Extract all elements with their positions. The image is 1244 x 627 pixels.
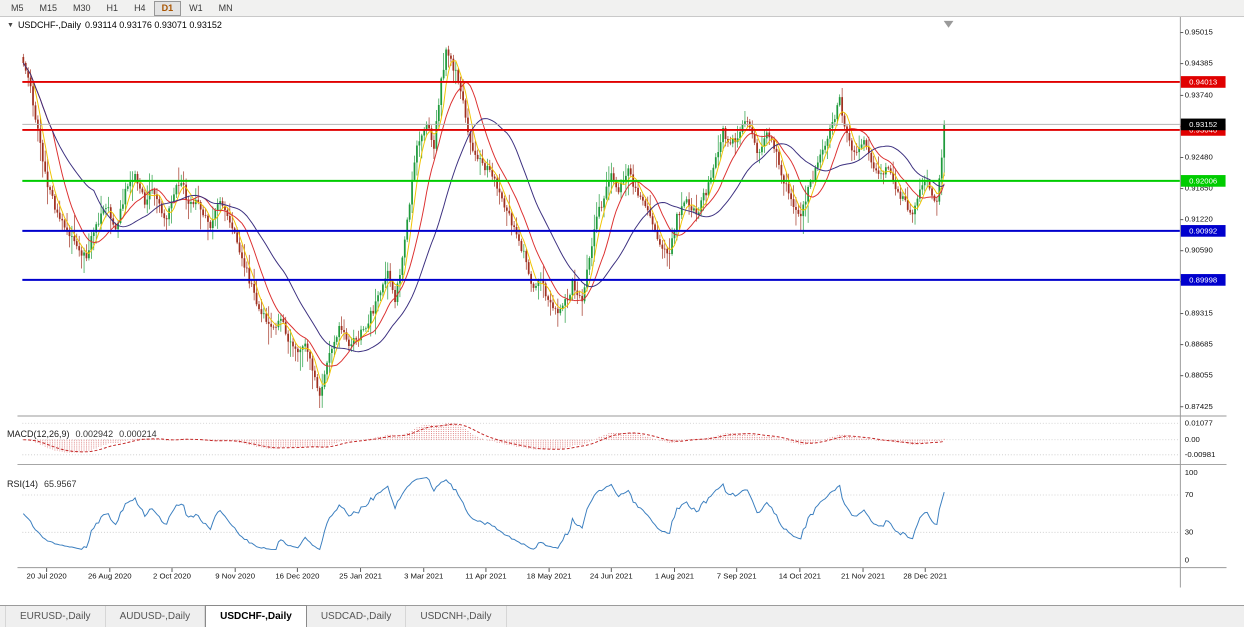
svg-text:0.01077: 0.01077 xyxy=(1185,418,1213,427)
macd-histogram xyxy=(25,423,945,453)
rsi-name: RSI(14) xyxy=(7,479,39,489)
tab-audusd-daily[interactable]: AUDUSD-,Daily xyxy=(106,606,206,627)
svg-text:0.89998: 0.89998 xyxy=(1189,275,1217,284)
tab-eurusd-daily[interactable]: EURUSD-,Daily xyxy=(5,606,106,627)
macd-name: MACD(12,26,9) xyxy=(7,429,70,439)
timeframe-h1[interactable]: H1 xyxy=(106,2,119,13)
tab-usdchf-daily[interactable]: USDCHF-,Daily xyxy=(205,605,307,627)
rsi-value: 65.9567 xyxy=(44,479,77,489)
timeframe-m30[interactable]: M30 xyxy=(73,2,91,13)
svg-text:30: 30 xyxy=(1185,527,1194,536)
svg-text:18 May 2021: 18 May 2021 xyxy=(527,572,572,581)
panel-separators xyxy=(17,17,1227,588)
macd-indicator-label: MACD(12,26,9) 0.002942 0.000214 xyxy=(7,429,157,439)
svg-text:0.90992: 0.90992 xyxy=(1189,226,1217,235)
svg-text:0.95015: 0.95015 xyxy=(1185,28,1213,37)
svg-text:0.94013: 0.94013 xyxy=(1189,77,1217,86)
svg-text:20 Jul 2020: 20 Jul 2020 xyxy=(27,572,68,581)
svg-text:24 Jun 2021: 24 Jun 2021 xyxy=(590,572,633,581)
rsi-line xyxy=(22,477,945,551)
svg-text:0.94385: 0.94385 xyxy=(1185,59,1213,68)
timeframe-toolbar: M5 M15 M30 H1 H4 D1 W1 MN xyxy=(0,0,1244,17)
timeframe-h4[interactable]: H4 xyxy=(134,2,146,13)
svg-text:1 Aug 2021: 1 Aug 2021 xyxy=(655,572,694,581)
candles xyxy=(22,45,946,408)
ma-30-line xyxy=(22,62,945,353)
svg-text:0.92480: 0.92480 xyxy=(1185,153,1214,162)
svg-text:14 Oct 2021: 14 Oct 2021 xyxy=(779,572,821,581)
svg-text:0.87425: 0.87425 xyxy=(1185,402,1213,411)
ma-13-line xyxy=(22,62,945,367)
svg-text:-0.00981: -0.00981 xyxy=(1185,450,1216,459)
svg-text:0.92006: 0.92006 xyxy=(1189,176,1217,185)
svg-text:25 Jan 2021: 25 Jan 2021 xyxy=(339,572,382,581)
chart-area: 0.950150.943850.937400.931100.924800.918… xyxy=(0,17,1244,605)
svg-text:70: 70 xyxy=(1185,490,1194,499)
macd-panel: 0.01077 0.00 -0.00981 xyxy=(22,418,1215,459)
rsi-indicator-label: RSI(14) 65.9567 xyxy=(7,479,77,489)
timeframe-m5[interactable]: M5 xyxy=(11,2,24,13)
svg-text:3 Mar 2021: 3 Mar 2021 xyxy=(404,572,443,581)
svg-text:28 Dec 2021: 28 Dec 2021 xyxy=(903,572,947,581)
timeframe-d1[interactable]: D1 xyxy=(153,0,182,16)
svg-text:0.88055: 0.88055 xyxy=(1185,371,1213,380)
svg-text:0.90590: 0.90590 xyxy=(1185,246,1214,255)
symbol-ohlc-values: 0.93114 0.93176 0.93071 0.93152 xyxy=(84,20,222,30)
macd-signal-value: 0.000214 xyxy=(119,429,157,439)
price-line-badges[interactable]: 0.940130.930400.920060.909920.899980.931… xyxy=(1180,76,1226,286)
timeframe-w1[interactable]: W1 xyxy=(189,2,203,13)
horizontal-price-lines[interactable] xyxy=(22,80,1180,281)
rsi-panel: 100 70 30 0 xyxy=(22,468,1198,564)
svg-text:0.91220: 0.91220 xyxy=(1185,215,1214,224)
svg-text:0: 0 xyxy=(1185,555,1190,564)
svg-text:0.88685: 0.88685 xyxy=(1185,340,1213,349)
svg-text:0.00: 0.00 xyxy=(1185,435,1201,444)
svg-text:21 Nov 2021: 21 Nov 2021 xyxy=(841,572,885,581)
svg-text:0.93740: 0.93740 xyxy=(1185,90,1214,99)
ma-5-line xyxy=(22,60,945,385)
svg-text:0.89315: 0.89315 xyxy=(1185,309,1213,318)
svg-text:0.93152: 0.93152 xyxy=(1189,120,1217,129)
tab-usdcad-daily[interactable]: USDCAD-,Daily xyxy=(307,606,407,627)
macd-main-value: 0.002942 xyxy=(75,429,114,439)
timeframe-mn[interactable]: MN xyxy=(218,2,233,13)
chart-tab-bar: EURUSD-,Daily AUDUSD-,Daily USDCHF-,Dail… xyxy=(0,605,1244,627)
svg-text:11 Apr 2021: 11 Apr 2021 xyxy=(465,572,506,581)
svg-text:100: 100 xyxy=(1185,468,1199,477)
timeframe-m15[interactable]: M15 xyxy=(39,2,58,13)
svg-text:7 Sep 2021: 7 Sep 2021 xyxy=(717,572,757,581)
date-axis-labels: 20 Jul 2020 26 Aug 2020 2 Oct 2020 9 Nov 20… xyxy=(27,568,947,581)
svg-text:0.91850: 0.91850 xyxy=(1185,184,1214,193)
svg-text:2 Oct 2020: 2 Oct 2020 xyxy=(153,572,192,581)
collapse-triangle-icon[interactable]: ▼ xyxy=(7,21,14,29)
macd-signal-line xyxy=(23,423,945,453)
svg-text:26 Aug 2020: 26 Aug 2020 xyxy=(88,572,132,581)
svg-text:16 Dec 2020: 16 Dec 2020 xyxy=(275,572,320,581)
symbol-name: USDCHF-,Daily xyxy=(17,20,81,30)
price-chart-canvas[interactable]: 0.950150.943850.937400.931100.924800.918… xyxy=(0,17,1244,605)
chart-symbol-title: ▼ USDCHF-,Daily 0.93114 0.93176 0.93071 … xyxy=(7,20,222,30)
current-price-badge: 0.93152 xyxy=(1180,118,1226,131)
chart-shift-marker-icon[interactable] xyxy=(943,20,954,28)
svg-text:9 Nov 2020: 9 Nov 2020 xyxy=(215,572,255,581)
tab-usdcnh-daily[interactable]: USDCNH-,Daily xyxy=(406,606,507,627)
